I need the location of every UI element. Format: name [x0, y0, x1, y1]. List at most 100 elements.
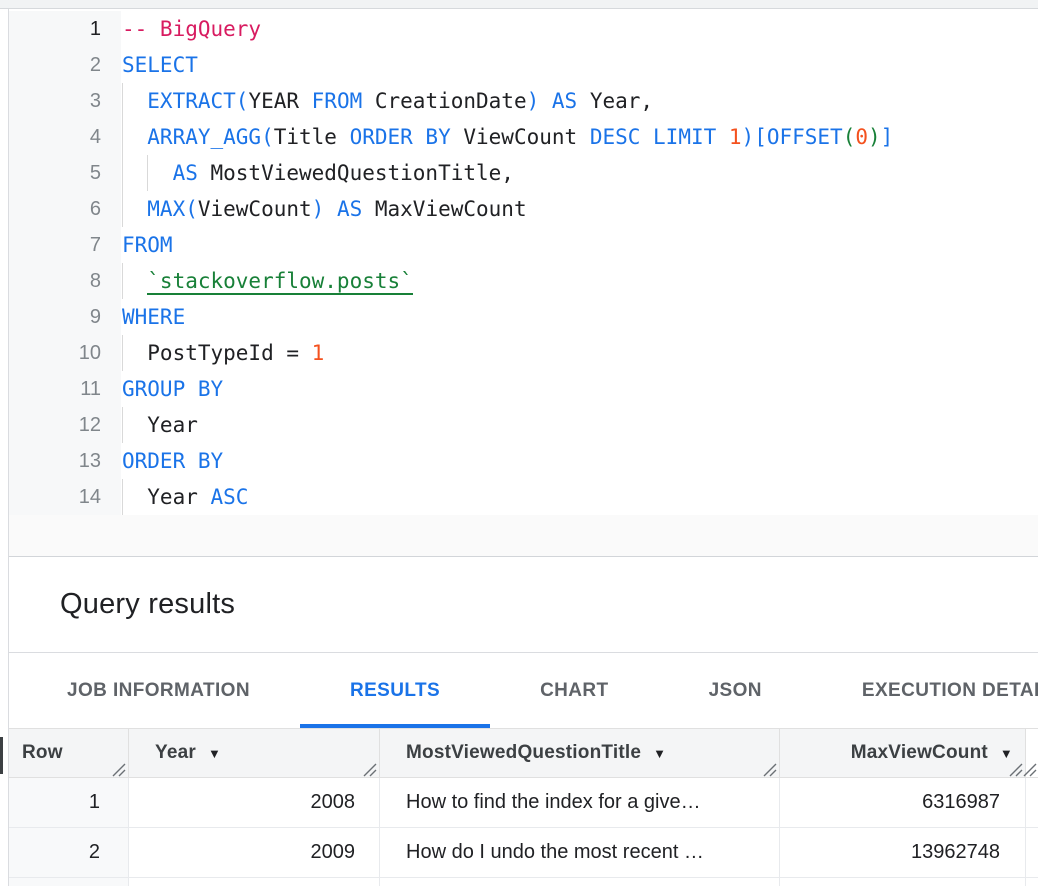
cell-mostviewedquestiontitle[interactable] [380, 878, 780, 886]
tab-results[interactable]: RESULTS [300, 653, 490, 728]
column-header-maxviewcount[interactable]: MaxViewCount ▼ [780, 729, 1026, 777]
code-line[interactable]: SELECT [122, 47, 1038, 83]
code-line[interactable]: GROUP BY [122, 371, 1038, 407]
code-token: WHERE [122, 305, 185, 329]
results-tabs: JOB INFORMATION RESULTS CHARTJSON EXECUTION… [9, 652, 1038, 728]
line-number: 7 [9, 227, 121, 263]
code-token: ( [843, 125, 856, 149]
code-line[interactable]: Year [122, 407, 1038, 443]
indent-guide [122, 119, 147, 155]
code-token: ORDER BY [122, 449, 223, 473]
tab-label: EXECUTION DETAILS [862, 680, 1038, 702]
table-row-partial [9, 878, 1038, 886]
cell-filler [1026, 878, 1038, 886]
column-header-year[interactable]: Year ▼ [129, 729, 380, 777]
tab-execution-details[interactable]: EXECUTION DETAILS [812, 653, 1038, 728]
code-token: ASC [211, 485, 249, 509]
column-header-label: MaxViewCount [851, 742, 988, 764]
editor-gutter: 1234567891011121314 [9, 11, 121, 515]
cell-maxviewcount[interactable]: 6316987 [780, 778, 1026, 827]
code-token: Title [274, 125, 350, 149]
query-results-header: Query results [9, 557, 1038, 652]
cell-maxviewcount[interactable]: 13962748 [780, 828, 1026, 877]
code-token: MaxViewCount [375, 197, 527, 221]
cell-row[interactable]: 2 [9, 828, 129, 877]
indent-guide [147, 155, 172, 191]
code-token: MostViewedQuestionTitle, [211, 161, 514, 185]
line-number: 4 [9, 119, 121, 155]
line-number: 2 [9, 47, 121, 83]
vertical-scrollbar-thumb[interactable] [0, 737, 3, 774]
table-header-row: RowYear▼MostViewedQuestionTitle▼MaxViewC… [9, 728, 1038, 778]
code-line[interactable]: EXTRACT(YEAR FROM CreationDate) AS Year, [122, 83, 1038, 119]
cell-maxviewcount[interactable] [780, 878, 1026, 886]
cell-filler [1026, 778, 1038, 827]
indent-guide [122, 155, 147, 191]
code-token: ORDER BY [350, 125, 451, 149]
line-number: 3 [9, 83, 121, 119]
cell-year[interactable] [129, 878, 380, 886]
code-token: 1 [312, 341, 325, 365]
results-table: RowYear▼MostViewedQuestionTitle▼MaxViewC… [9, 728, 1038, 886]
code-line[interactable]: PostTypeId = 1 [122, 335, 1038, 371]
code-line[interactable]: ORDER BY [122, 443, 1038, 479]
line-number: 11 [9, 371, 121, 407]
column-resize-handle[interactable] [1023, 761, 1037, 775]
code-token: )[OFFSET [742, 125, 843, 149]
code-line[interactable]: `stackoverflow.posts` [122, 263, 1038, 299]
code-token: YEAR [248, 89, 311, 113]
code-token: ViewCount [451, 125, 590, 149]
sql-editor[interactable]: 1234567891011121314 -- BigQuerySELECTEXT… [9, 9, 1038, 515]
table-reference-link[interactable]: `stackoverflow.posts` [147, 269, 413, 295]
tab-label: RESULTS [350, 680, 440, 702]
code-token: ) AS [312, 197, 375, 221]
cell-year[interactable]: 2008 [129, 778, 380, 827]
code-token: GROUP BY [122, 377, 223, 401]
tab-job-information[interactable]: JOB INFORMATION [17, 653, 300, 728]
code-token: Year [147, 413, 198, 437]
code-token: CreationDate [362, 89, 526, 113]
code-line[interactable]: FROM [122, 227, 1038, 263]
line-number: 12 [9, 407, 121, 443]
cell-row[interactable] [9, 878, 129, 886]
code-token: ARRAY_AGG( [147, 125, 273, 149]
column-resize-handle[interactable] [112, 761, 126, 775]
code-line[interactable]: WHERE [122, 299, 1038, 335]
sort-arrow-icon[interactable]: ▼ [653, 746, 666, 761]
editor-bottom-gap [9, 515, 1038, 557]
tab-json[interactable]: JSON [659, 653, 812, 728]
horizontal-scrollbar-track[interactable] [0, 0, 1038, 9]
line-number: 9 [9, 299, 121, 335]
code-token: EXTRACT( [147, 89, 248, 113]
indent-guide [122, 335, 147, 371]
cell-filler [1026, 828, 1038, 877]
tab-label: JOB INFORMATION [67, 680, 250, 702]
editor-code[interactable]: -- BigQuerySELECTEXTRACT(YEAR FROM Creat… [121, 11, 1038, 515]
column-resize-handle[interactable] [1009, 761, 1023, 775]
cell-row[interactable]: 1 [9, 778, 129, 827]
table-row: 22009How do I undo the most recent …1396… [9, 828, 1038, 878]
column-resize-handle[interactable] [363, 761, 377, 775]
indent-guide [122, 263, 147, 299]
cell-mostviewedquestiontitle[interactable]: How do I undo the most recent … [380, 828, 780, 877]
column-header-mostviewedquestiontitle[interactable]: MostViewedQuestionTitle▼ [380, 729, 780, 777]
line-number: 13 [9, 443, 121, 479]
column-header-row: Row [9, 729, 129, 777]
code-line[interactable]: ARRAY_AGG(Title ORDER BY ViewCount DESC … [122, 119, 1038, 155]
column-header-label: Year [155, 742, 196, 764]
code-token: ViewCount [198, 197, 312, 221]
code-line[interactable]: AS MostViewedQuestionTitle, [122, 155, 1038, 191]
sort-arrow-icon[interactable]: ▼ [208, 746, 221, 761]
tab-chart[interactable]: CHART [490, 653, 659, 728]
column-resize-handle[interactable] [763, 761, 777, 775]
code-line[interactable]: MAX(ViewCount) AS MaxViewCount [122, 191, 1038, 227]
code-token: AS [173, 161, 211, 185]
sort-arrow-icon[interactable]: ▼ [1000, 746, 1013, 761]
code-line[interactable]: -- BigQuery [122, 11, 1038, 47]
cell-year[interactable]: 2009 [129, 828, 380, 877]
cell-mostviewedquestiontitle[interactable]: How to find the index for a give… [380, 778, 780, 827]
code-line[interactable]: Year ASC [122, 479, 1038, 515]
line-number: 6 [9, 191, 121, 227]
code-token: Year, [590, 89, 653, 113]
column-header-filler [1026, 729, 1038, 777]
